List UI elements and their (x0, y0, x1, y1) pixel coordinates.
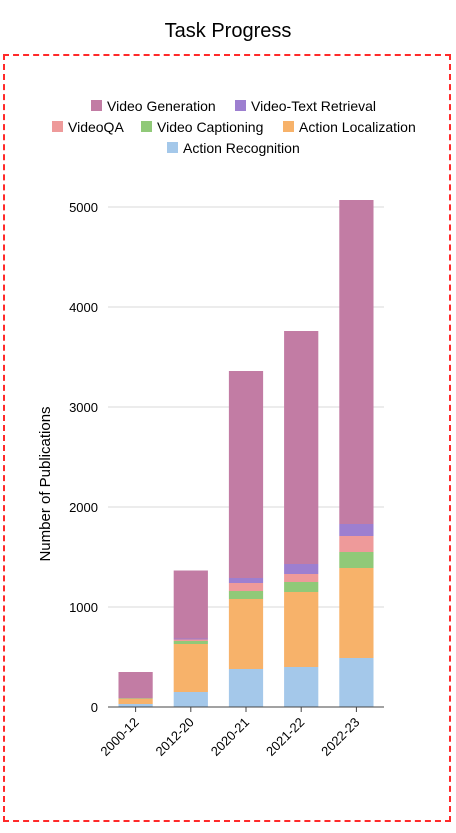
bar-segment (284, 331, 319, 564)
bar-segment (284, 667, 319, 707)
bar-segment (339, 568, 374, 658)
y-tick-label: 2000 (69, 500, 98, 515)
bar-segment (118, 704, 153, 707)
chart-title: Task Progress (164, 20, 292, 42)
bar-segment (228, 669, 264, 707)
bars (118, 200, 374, 707)
legend-swatch (52, 121, 63, 132)
bar-segment (284, 564, 319, 574)
x-tick-label: 2021-22 (263, 715, 307, 759)
bar-segment (284, 574, 319, 582)
bar-segment (228, 599, 264, 669)
y-tick-label: 4000 (69, 300, 98, 315)
bar-segment (173, 644, 208, 692)
x-tick-label: 2022-23 (318, 715, 362, 759)
bar-segment (339, 658, 374, 707)
legend-swatch (235, 100, 246, 111)
legend-swatch (283, 121, 294, 132)
bar-segment (173, 639, 208, 641)
legend-swatch (91, 100, 102, 111)
legend-swatch (141, 121, 152, 132)
bar-segment (339, 552, 374, 568)
bar-segment (339, 200, 374, 524)
y-tick-label: 3000 (69, 400, 98, 415)
chart-frame (3, 54, 451, 822)
legend-label: Video Generation (107, 98, 216, 114)
legend-label: Video-Text Retrieval (251, 98, 376, 114)
bar-segment (173, 570, 208, 639)
x-tick-label: 2020-21 (208, 715, 252, 759)
bar-segment (228, 371, 264, 578)
legend-label: Action Localization (299, 119, 416, 135)
y-axis-title: Number of Publications (37, 406, 54, 561)
y-tick-label: 0 (91, 700, 98, 715)
bar-segment (118, 698, 153, 699)
bar-segment (228, 583, 264, 591)
bar-segment (228, 578, 264, 583)
bar-segment (339, 536, 374, 552)
legend-label: Action Recognition (183, 140, 300, 156)
legend-label: VideoQA (68, 119, 124, 135)
x-tick-label: 2000-12 (97, 715, 141, 759)
bar-segment (284, 592, 319, 667)
bar-segment (284, 582, 319, 592)
axes: 0 1000 2000 3000 4000 5000 2000-12 2012-20 2020-… (69, 200, 384, 759)
legend-swatch (167, 142, 178, 153)
bar-segment (228, 591, 264, 599)
legend-label: Video Captioning (157, 119, 263, 135)
y-tick-label: 5000 (69, 200, 98, 215)
bar-segment (118, 698, 153, 699)
legend: Video Generation Video-Text Retrieval Vide… (52, 98, 416, 156)
x-tick-label: 2012-20 (153, 715, 197, 759)
y-tick-label: 1000 (69, 600, 98, 615)
bar-segment (173, 692, 208, 707)
bar-segment (339, 524, 374, 536)
bar-segment (118, 699, 153, 704)
bar-segment (173, 638, 208, 640)
bar-segment (118, 672, 153, 698)
bar-segment (173, 641, 208, 644)
